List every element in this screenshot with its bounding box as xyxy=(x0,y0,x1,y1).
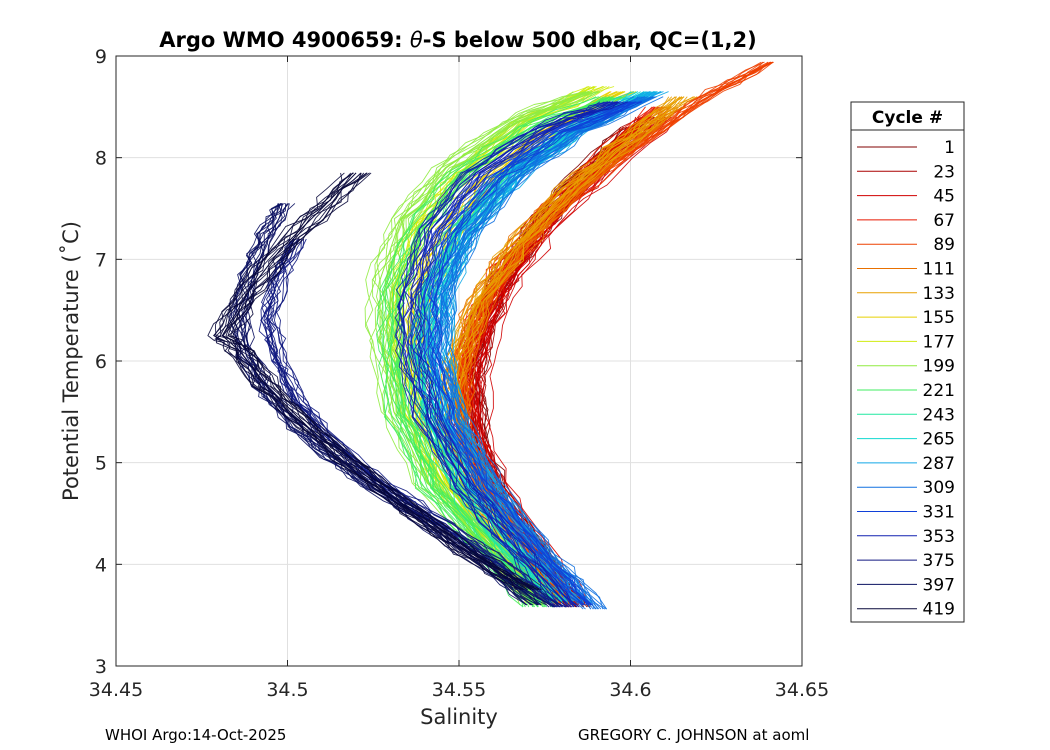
y-tick-label: 4 xyxy=(95,554,107,576)
legend-label: 331 xyxy=(923,503,955,523)
profile-line xyxy=(213,172,516,591)
legend-label: 287 xyxy=(923,454,955,474)
profile-line xyxy=(227,172,534,591)
profile-line xyxy=(407,101,614,608)
legend-label: 221 xyxy=(923,381,955,401)
profile-line xyxy=(216,172,528,591)
profile-line xyxy=(386,86,597,604)
profile-line xyxy=(395,101,613,608)
y-tick-label: 3 xyxy=(95,656,107,678)
legend-label: 353 xyxy=(923,527,955,547)
profile-line xyxy=(387,91,596,606)
profile-line xyxy=(385,96,607,608)
profile-line xyxy=(435,101,642,606)
legend-label: 67 xyxy=(933,211,955,231)
profile-line xyxy=(386,96,611,608)
legend-label: 309 xyxy=(923,478,955,498)
legend: Cycle #1 23 45 67 89 111 133 155 177 199 221 243 265… xyxy=(850,101,965,623)
ticks: 34.45 34.5 34.55 34.6 34.65 3 4 5 6 7 8 9 xyxy=(89,46,829,701)
legend-label: 243 xyxy=(923,405,955,425)
series-line xyxy=(221,172,528,591)
profile-line xyxy=(235,203,533,606)
profile-line xyxy=(213,172,518,591)
profile-line xyxy=(412,101,619,608)
legend-label: 1 xyxy=(944,138,955,158)
chart-title-suffix: -S below 500 dbar, QC=(1,2) xyxy=(423,28,757,52)
chart-title: Argo WMO 4900659: θ-S below 500 dbar, QC… xyxy=(159,28,756,52)
profile-line xyxy=(379,91,598,606)
y-tick-label: 5 xyxy=(95,453,107,475)
y-tick-label: 9 xyxy=(95,46,107,68)
legend-label: 155 xyxy=(923,308,955,328)
profile-line xyxy=(265,238,551,608)
profile-line xyxy=(446,96,664,610)
profile-line xyxy=(365,91,574,606)
profile-line xyxy=(230,203,527,606)
x-tick-label: 34.6 xyxy=(609,679,651,701)
series-331 xyxy=(407,101,643,606)
x-tick-label: 34.55 xyxy=(432,679,486,701)
profile-line xyxy=(376,96,602,608)
profile-line xyxy=(430,101,643,606)
profile-line xyxy=(222,172,532,591)
profile-line xyxy=(377,91,587,606)
profile-line xyxy=(403,101,619,608)
profile-line xyxy=(214,172,524,591)
profile-line xyxy=(395,96,621,608)
x-tick-label: 34.5 xyxy=(266,679,308,701)
profile-line xyxy=(445,96,655,610)
y-tick-label: 8 xyxy=(95,148,107,170)
series-layer xyxy=(207,61,774,610)
legend-label: 199 xyxy=(923,357,955,377)
chart-title-prefix: Argo WMO 4900659: xyxy=(159,28,410,52)
legend-label: 133 xyxy=(923,284,955,304)
profile-line xyxy=(438,96,670,604)
y-tick-label: 6 xyxy=(95,351,107,373)
legend-label: 45 xyxy=(933,187,955,207)
x-tick-label: 34.65 xyxy=(775,679,829,701)
legend-label: 111 xyxy=(923,260,955,280)
series-419 xyxy=(207,172,542,591)
footer-right: GREGORY C. JOHNSON at aoml xyxy=(578,726,809,744)
legend-label: 89 xyxy=(933,235,955,255)
chart-title-symbol: θ xyxy=(410,28,423,52)
profile-line xyxy=(267,238,567,608)
y-axis-label: Potential Temperature (˚C) xyxy=(59,221,83,501)
profile-line xyxy=(395,101,605,608)
profile-line xyxy=(409,101,625,608)
x-tick-label: 34.45 xyxy=(89,679,143,701)
legend-label: 419 xyxy=(923,600,955,620)
profile-line xyxy=(207,172,513,591)
profile-line xyxy=(394,101,601,608)
series-353 xyxy=(394,101,628,608)
profile-line xyxy=(378,96,597,608)
profile-line xyxy=(264,238,560,608)
profile-line xyxy=(232,172,539,591)
legend-title: Cycle # xyxy=(872,108,943,128)
y-tick-label: 7 xyxy=(95,249,107,271)
profile-line xyxy=(414,101,620,608)
legend-label: 397 xyxy=(923,575,955,595)
legend-label: 265 xyxy=(923,430,955,450)
legend-label: 23 xyxy=(933,162,955,182)
legend-label: 375 xyxy=(923,551,955,571)
legend-label: 177 xyxy=(923,332,955,352)
footer-left: WHOI Argo:14-Oct-2025 xyxy=(105,726,286,744)
profile-line xyxy=(275,238,567,608)
profile-line xyxy=(381,91,592,606)
x-axis-label: Salinity xyxy=(420,705,498,729)
